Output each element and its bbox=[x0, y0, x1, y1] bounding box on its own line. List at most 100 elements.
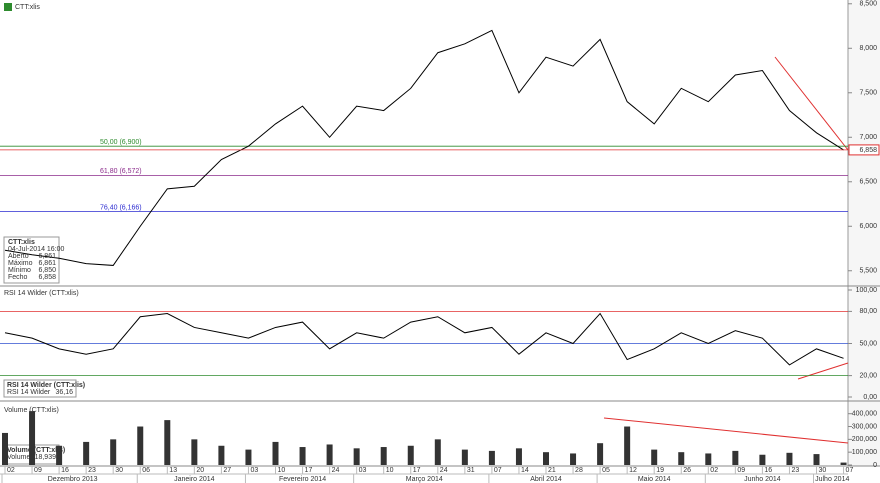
bar bbox=[461, 449, 468, 465]
bar bbox=[191, 439, 198, 465]
y-tick-label: 300,000 bbox=[852, 423, 877, 430]
bar bbox=[299, 447, 306, 465]
info-value: 6,861 bbox=[38, 260, 56, 267]
y-tick-label: 0,00 bbox=[863, 394, 877, 401]
bar bbox=[164, 420, 171, 465]
bar bbox=[353, 448, 360, 465]
trendline bbox=[774, 56, 849, 151]
x-tick-label: 13 bbox=[169, 467, 177, 474]
bar bbox=[110, 439, 117, 465]
x-tick-label: 14 bbox=[521, 467, 529, 474]
bar bbox=[786, 452, 793, 465]
x-tick-label: 31 bbox=[467, 467, 475, 474]
bar bbox=[218, 445, 225, 465]
x-tick-label: 23 bbox=[88, 467, 96, 474]
bar bbox=[434, 439, 441, 465]
y-tick-label: 6,500 bbox=[859, 179, 877, 186]
x-tick-label: 02 bbox=[7, 467, 15, 474]
x-tick-label: 07 bbox=[494, 467, 502, 474]
y-tick-label: 7,000 bbox=[859, 134, 877, 141]
month-label: Maio 2014 bbox=[638, 476, 671, 483]
bar bbox=[515, 448, 522, 465]
level-label: 76,40 (6,166) bbox=[100, 204, 142, 211]
x-tick-label: 12 bbox=[629, 467, 637, 474]
trendline bbox=[603, 417, 849, 444]
info-box bbox=[3, 236, 60, 284]
bar bbox=[272, 441, 279, 465]
price-label: 6,858 bbox=[859, 147, 877, 154]
bar bbox=[813, 454, 820, 465]
y-tick-label: 8,500 bbox=[859, 1, 877, 8]
x-tick-label: 24 bbox=[332, 467, 340, 474]
y-tick-label: 400,000 bbox=[852, 411, 877, 418]
x-tick-label: 16 bbox=[61, 467, 69, 474]
bar bbox=[137, 426, 144, 465]
bar bbox=[624, 426, 631, 465]
trendline bbox=[797, 362, 849, 380]
bar bbox=[83, 441, 90, 465]
info-key: Máximo bbox=[8, 260, 33, 267]
y-tick-label: 7,500 bbox=[859, 90, 877, 97]
bar bbox=[407, 445, 414, 465]
x-tick-label: 10 bbox=[386, 467, 394, 474]
x-tick-label: 03 bbox=[250, 467, 258, 474]
bar bbox=[678, 452, 685, 465]
price-box bbox=[848, 144, 880, 156]
bar bbox=[705, 453, 712, 465]
y-tick-label: 100,00 bbox=[856, 287, 878, 294]
x-tick-label: 19 bbox=[656, 467, 664, 474]
info-box bbox=[3, 379, 77, 398]
month-label: Julho 2014 bbox=[815, 476, 849, 483]
bar bbox=[56, 445, 63, 465]
panel-title: Volume (CTT:xlis) bbox=[4, 407, 59, 414]
month-label: Fevereiro 2014 bbox=[279, 476, 326, 483]
x-tick-label: 30 bbox=[819, 467, 827, 474]
x-tick-label: 21 bbox=[548, 467, 556, 474]
y-tick-label: 200,000 bbox=[852, 436, 877, 443]
bar bbox=[543, 452, 549, 465]
x-tick-label: 09 bbox=[737, 467, 745, 474]
line bbox=[4, 312, 844, 366]
x-tick-label: 27 bbox=[223, 467, 231, 474]
x-tick-label: 26 bbox=[683, 467, 691, 474]
info-title: RSI 14 Wilder (CTT:xlis) bbox=[7, 382, 85, 389]
panel-title: RSI 14 Wilder (CTT:xlis) bbox=[4, 290, 79, 297]
info-key: Volume bbox=[7, 454, 30, 461]
bar bbox=[570, 453, 577, 465]
x-tick-label: 30 bbox=[115, 467, 123, 474]
x-tick-label: 09 bbox=[34, 467, 42, 474]
bar bbox=[380, 447, 387, 465]
y-tick-label: 20,00 bbox=[859, 372, 877, 379]
header-icon bbox=[4, 3, 12, 11]
info-value: 6,850 bbox=[38, 267, 56, 274]
x-tick-label: 16 bbox=[764, 467, 772, 474]
info-title: CTT:xlis bbox=[8, 239, 35, 246]
x-tick-label: 17 bbox=[413, 467, 421, 474]
bar bbox=[840, 462, 847, 465]
info-date: 04-Jul-2014 16:00 bbox=[8, 246, 65, 253]
info-value: 6,858 bbox=[38, 274, 56, 281]
x-tick-label: 28 bbox=[575, 467, 583, 474]
x-tick-label: 06 bbox=[142, 467, 150, 474]
month-label: Dezembro 2013 bbox=[48, 476, 98, 483]
x-tick-label: 03 bbox=[359, 467, 367, 474]
info-key: Aberto bbox=[8, 253, 29, 260]
month-label: Março 2014 bbox=[406, 476, 443, 483]
chart-title: CTT:xlis bbox=[15, 4, 40, 11]
bar bbox=[488, 450, 495, 465]
bar bbox=[2, 432, 8, 465]
y-tick-label: 50,00 bbox=[859, 340, 877, 347]
line bbox=[4, 29, 844, 266]
y-tick-label: 6,000 bbox=[859, 223, 877, 230]
bar bbox=[732, 450, 739, 465]
info-key: Fecho bbox=[8, 274, 28, 281]
x-tick-label: 24 bbox=[440, 467, 448, 474]
y-tick-label: 0 bbox=[873, 462, 877, 469]
info-key: Mínimo bbox=[8, 267, 31, 274]
level-label: 61,80 (6,572) bbox=[100, 168, 142, 175]
bar bbox=[651, 449, 658, 465]
bar bbox=[759, 454, 766, 465]
x-tick-label: 05 bbox=[602, 467, 610, 474]
